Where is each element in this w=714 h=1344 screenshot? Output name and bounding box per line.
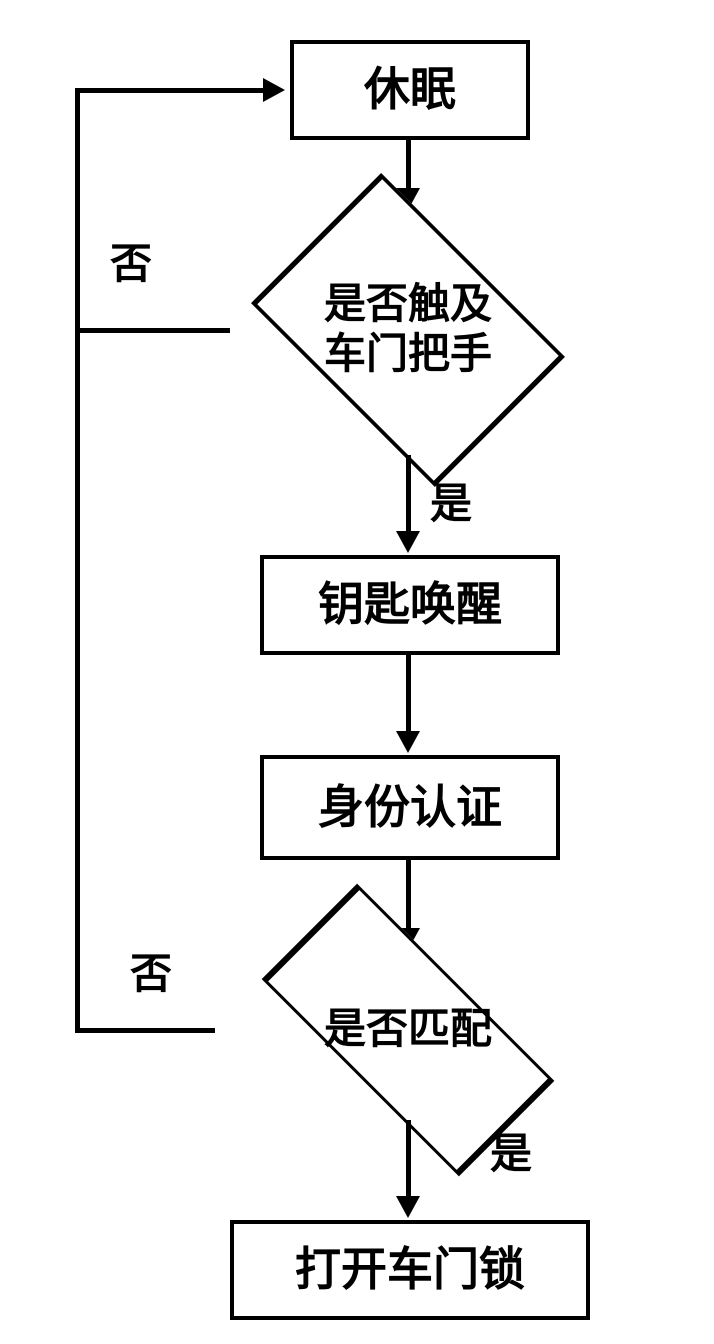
edge-key-to-auth xyxy=(406,655,411,733)
edge-match-no-h xyxy=(75,1028,215,1033)
node-auth: 身份认证 xyxy=(260,755,560,860)
label-touch-yes: 是 xyxy=(430,470,472,531)
edge-touch-to-key xyxy=(406,455,411,533)
arrowhead-touch-to-key xyxy=(396,531,420,553)
node-auth-label: 身份认证 xyxy=(318,780,502,835)
node-open-lock: 打开车门锁 xyxy=(230,1220,590,1320)
arrowhead-touch-no xyxy=(263,78,285,102)
arrowhead-match-to-open xyxy=(396,1196,420,1218)
label-touch-no: 否 xyxy=(110,230,152,291)
edge-auth-to-match xyxy=(406,860,411,930)
node-sleep: 休眠 xyxy=(290,40,530,140)
node-sleep-label: 休眠 xyxy=(364,62,456,117)
edge-touch-no-h xyxy=(75,328,230,333)
node-touch-label-wrap: 是否触及车门把手 xyxy=(223,200,593,460)
node-touch-handle: 是否触及车门把手 xyxy=(223,200,593,460)
node-match-label: 是否匹配 xyxy=(324,1005,492,1055)
arrowhead-key-to-auth xyxy=(396,731,420,753)
node-touch-label: 是否触及车门把手 xyxy=(324,280,492,381)
node-match-label-wrap: 是否匹配 xyxy=(208,935,608,1125)
edge-touch-no-h2 xyxy=(75,88,265,93)
edge-sleep-to-touch xyxy=(406,140,411,190)
node-key-wake: 钥匙唤醒 xyxy=(260,555,560,655)
edge-match-no-v xyxy=(75,328,80,1033)
node-key-wake-label: 钥匙唤醒 xyxy=(318,577,502,632)
flowchart-container: 休眠 是否触及车门把手 否 是 钥匙唤醒 身份认证 是否匹配 xyxy=(0,0,714,1344)
node-open-lock-label: 打开车门锁 xyxy=(295,1242,525,1297)
edge-match-to-open xyxy=(406,1120,411,1198)
edge-touch-no-v xyxy=(75,88,80,333)
node-match: 是否匹配 xyxy=(208,935,608,1125)
label-match-no: 否 xyxy=(130,940,172,1001)
label-match-yes: 是 xyxy=(490,1120,532,1181)
